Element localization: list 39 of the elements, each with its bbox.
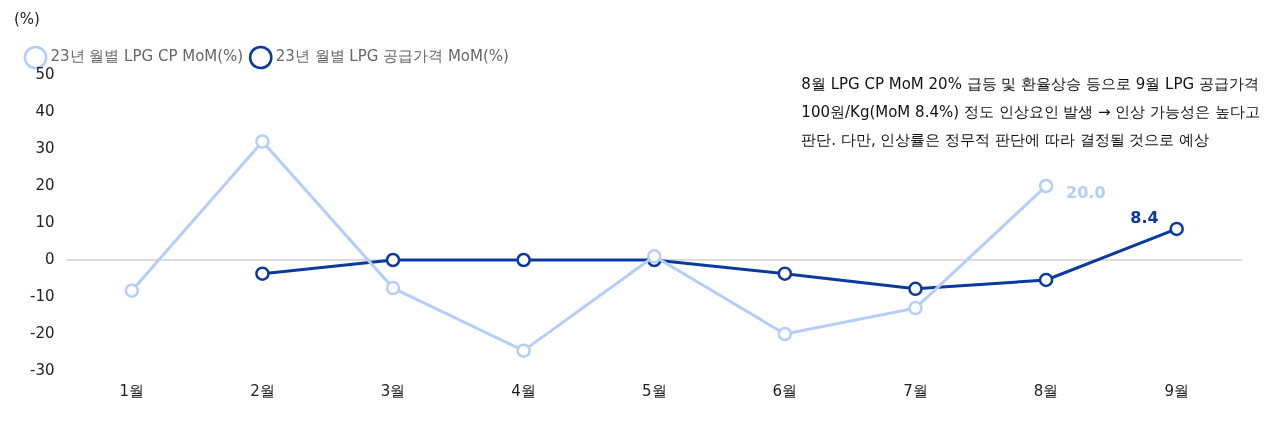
y-tick-label: 10	[35, 212, 55, 231]
point	[1038, 178, 1054, 194]
y-tick-label: 40	[35, 101, 55, 120]
point	[516, 343, 531, 358]
point	[1169, 221, 1184, 237]
y-tick-label: 30	[35, 138, 55, 157]
y-axis-title: (%)	[14, 10, 40, 28]
x-tick-label: 7월	[903, 381, 928, 400]
x-tick-label: 5월	[641, 381, 667, 400]
x-tick-label: 2월	[250, 381, 275, 400]
point	[647, 249, 662, 264]
point	[255, 266, 270, 281]
point	[385, 252, 401, 268]
x-tick-label: 6월	[772, 381, 798, 400]
data-label: 8.4	[1130, 208, 1159, 228]
y-tick-label: -30	[30, 360, 55, 379]
point	[255, 134, 270, 149]
x-tick-label: 3월	[380, 381, 406, 400]
x-tick-label: 4월	[511, 381, 536, 400]
annotation: 8월 LPG CP MoM 20% 급등 및 환율상승 등으로 9월 LPG 공급가격 100원/Kg(MoM 8.4%) 정도 인상요인 발생 → 인상 가능성은 높다고 판단. 다만, 인상률은 정무적 판단에 따라 결정될 것으로 예상	[801, 74, 1260, 151]
point	[908, 300, 923, 316]
y-tick-label: -10	[30, 286, 55, 305]
x-tick-label: 9월	[1164, 381, 1189, 400]
point	[777, 326, 793, 342]
y-tick-label: -20	[30, 323, 55, 342]
point	[385, 280, 401, 296]
point	[124, 283, 140, 298]
y-tick-label: 20	[35, 175, 55, 194]
point	[1038, 272, 1054, 288]
point	[908, 281, 923, 297]
y-tick-label: 50	[35, 64, 55, 83]
y-tick-label: 0	[44, 249, 55, 268]
x-tick-label: 8월	[1033, 381, 1059, 400]
point	[516, 252, 531, 268]
data-label: 20.0	[1066, 183, 1106, 203]
legend-label: 23년 월별 LPG 공급가격 MoM(%)	[275, 47, 509, 66]
point	[777, 266, 793, 281]
x-tick-label: 1월	[119, 381, 145, 400]
legend-label: 23년 월별 LPG CP MoM(%)	[50, 47, 244, 66]
